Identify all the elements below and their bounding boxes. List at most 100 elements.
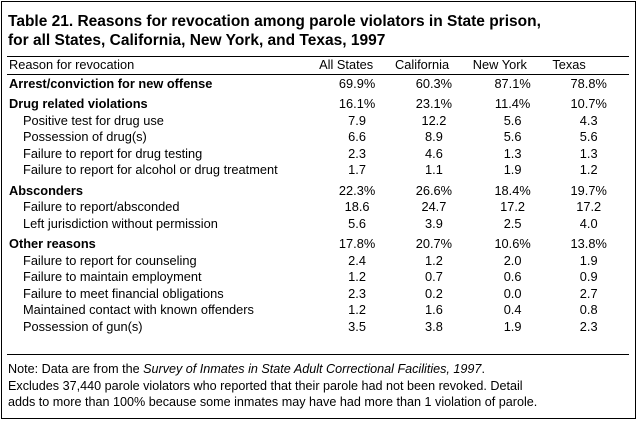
note-source: Survey of Inmates in State Adult Correct… [143,362,482,376]
row-label: Drug related violations [9,96,148,111]
cell-ca: 20.7% [415,236,453,251]
cell-all: 18.6 [344,199,370,214]
cell-all: 5.6 [348,215,366,231]
note-prefix: Note: Data are from the [8,362,144,376]
cell-ny: 10.6% [494,236,531,251]
row-label: Failure to meet financial obligations [23,285,224,301]
cell-all: 7.9 [348,112,366,128]
cell-ca: 60.3% [415,75,453,91]
cell-all: 1.2 [348,302,366,317]
cell-ca: 3.9 [425,215,443,231]
note-line-3: adds to more than 100% because some inma… [8,395,538,409]
column-header-all-states: All States [319,57,374,72]
cell-all: 69.9% [338,75,376,91]
table-body: Arrest/conviction for new offense 69.9% 60… [9,76,625,336]
table-note: Note: Data are from the Survey of Inmate… [8,361,630,411]
table-row: Positive test for drug use 7.9 12.2 5.6 4.3 [9,113,625,130]
table-group-row: Drug related violations 16.1% 23.1% 11.4% 10… [9,96,625,113]
table-group-row: Absconders 22.3% 26.6% 18.4% 19.7% [9,183,625,200]
cell-tx: 2.7 [579,285,598,301]
row-label: Left jurisdiction without permission [23,215,218,231]
cell-tx: 0.9 [579,269,598,284]
cell-ny: 0.4 [503,302,522,317]
table-row: Maintained contact with known offenders 1… [9,302,625,319]
cell-ca: 0.2 [425,285,443,301]
cell-tx: 78.8% [570,75,607,91]
note-suffix: . [481,362,485,376]
column-header-california: California [395,57,450,72]
cell-ny: 5.6 [503,112,522,128]
cell-tx: 1.9 [579,252,598,268]
cell-ca: 1.6 [425,302,443,317]
cell-ny: 17.2 [500,199,526,214]
cell-ca: 24.7 [421,199,447,214]
row-label: Failure to report for drug testing [23,145,203,161]
cell-all: 17.8% [338,236,376,251]
table-row: Failure to report for drug testing 2.3 4.6… [9,146,625,163]
cell-all: 6.6 [348,129,366,144]
row-label: Other reasons [9,236,96,251]
row-label: Possession of drug(s) [23,129,147,144]
cell-all: 2.4 [348,252,366,268]
table-row: Failure to report for counseling 2.4 1.2 2.… [9,253,625,270]
cell-all: 3.5 [348,318,366,334]
cell-tx: 17.2 [576,199,602,214]
cell-tx: 0.8 [579,302,598,317]
cell-ny: 0.6 [503,269,522,284]
cell-ny: 5.6 [503,129,522,144]
cell-all: 16.1% [338,96,376,111]
cell-ca: 8.9 [425,129,443,144]
cell-tx: 1.2 [579,162,598,177]
cell-ca: 1.1 [425,162,443,177]
table-row: Failure to report/absconded 18.6 24.7 17.2 1… [9,199,625,216]
note-line-1: Note: Data are from the Survey of Inmate… [8,361,630,378]
row-label: Positive test for drug use [23,112,164,128]
cell-tx: 1.3 [579,145,598,161]
cell-ca: 1.2 [425,252,443,268]
column-header-reason: Reason for revocation [9,57,135,72]
cell-ca: 26.6% [415,182,453,198]
cell-ny: 11.4% [494,96,531,111]
cell-tx: 5.6 [579,129,598,144]
table-row: Left jurisdiction without permission 5.6 3… [9,216,625,233]
cell-ca: 3.8 [425,318,443,334]
column-header-texas: Texas [552,57,586,72]
cell-tx: 4.3 [579,112,598,128]
revocation-table: Reason for revocation All States Califor… [9,57,625,335]
cell-ca: 4.6 [425,145,443,161]
cell-ny: 2.0 [503,252,522,268]
cell-ca: 12.2 [421,112,447,128]
table-bottom-rule [7,354,629,355]
table-row: Failure to maintain employment 1.2 0.7 0.6 0… [9,269,625,286]
table-group-row: Other reasons 17.8% 20.7% 10.6% 13.8% [9,236,625,253]
cell-all: 1.2 [348,269,366,284]
cell-tx: 19.7% [570,182,607,198]
header-top-rule [7,56,629,57]
cell-ny: 1.3 [503,145,522,161]
cell-all: 1.7 [348,162,366,177]
row-label: Maintained contact with known offenders [23,302,254,317]
cell-tx: 4.0 [579,215,598,231]
row-label: Failure to maintain employment [23,269,202,284]
cell-ny: 1.9 [503,162,522,177]
cell-all: 22.3% [338,182,376,198]
cell-ca: 23.1% [415,96,453,111]
row-label: Failure to report for counseling [23,252,197,268]
cell-tx: 10.7% [570,96,607,111]
table-row: Possession of gun(s) 3.5 3.8 1.9 2.3 [9,319,625,336]
row-label: Possession of gun(s) [23,318,143,334]
cell-ca: 0.7 [425,269,443,284]
note-line-2: Excludes 37,440 parole violators who rep… [8,378,523,393]
table-group-row: Arrest/conviction for new offense 69.9% 60… [9,76,625,93]
row-label: Arrest/conviction for new offense [9,75,213,91]
header-bottom-rule [7,74,629,75]
cell-all: 2.3 [348,145,366,161]
title-line-1: Table 21. Reasons for revocation among p… [8,13,541,30]
column-header-row: Reason for revocation All States Califor… [9,57,625,76]
row-label: Failure to report/absconded [23,199,180,214]
title-line-2: for all States, California, New York, an… [8,32,386,49]
cell-tx: 2.3 [579,318,598,334]
cell-ny: 0.0 [503,285,522,301]
cell-tx: 13.8% [570,236,607,251]
